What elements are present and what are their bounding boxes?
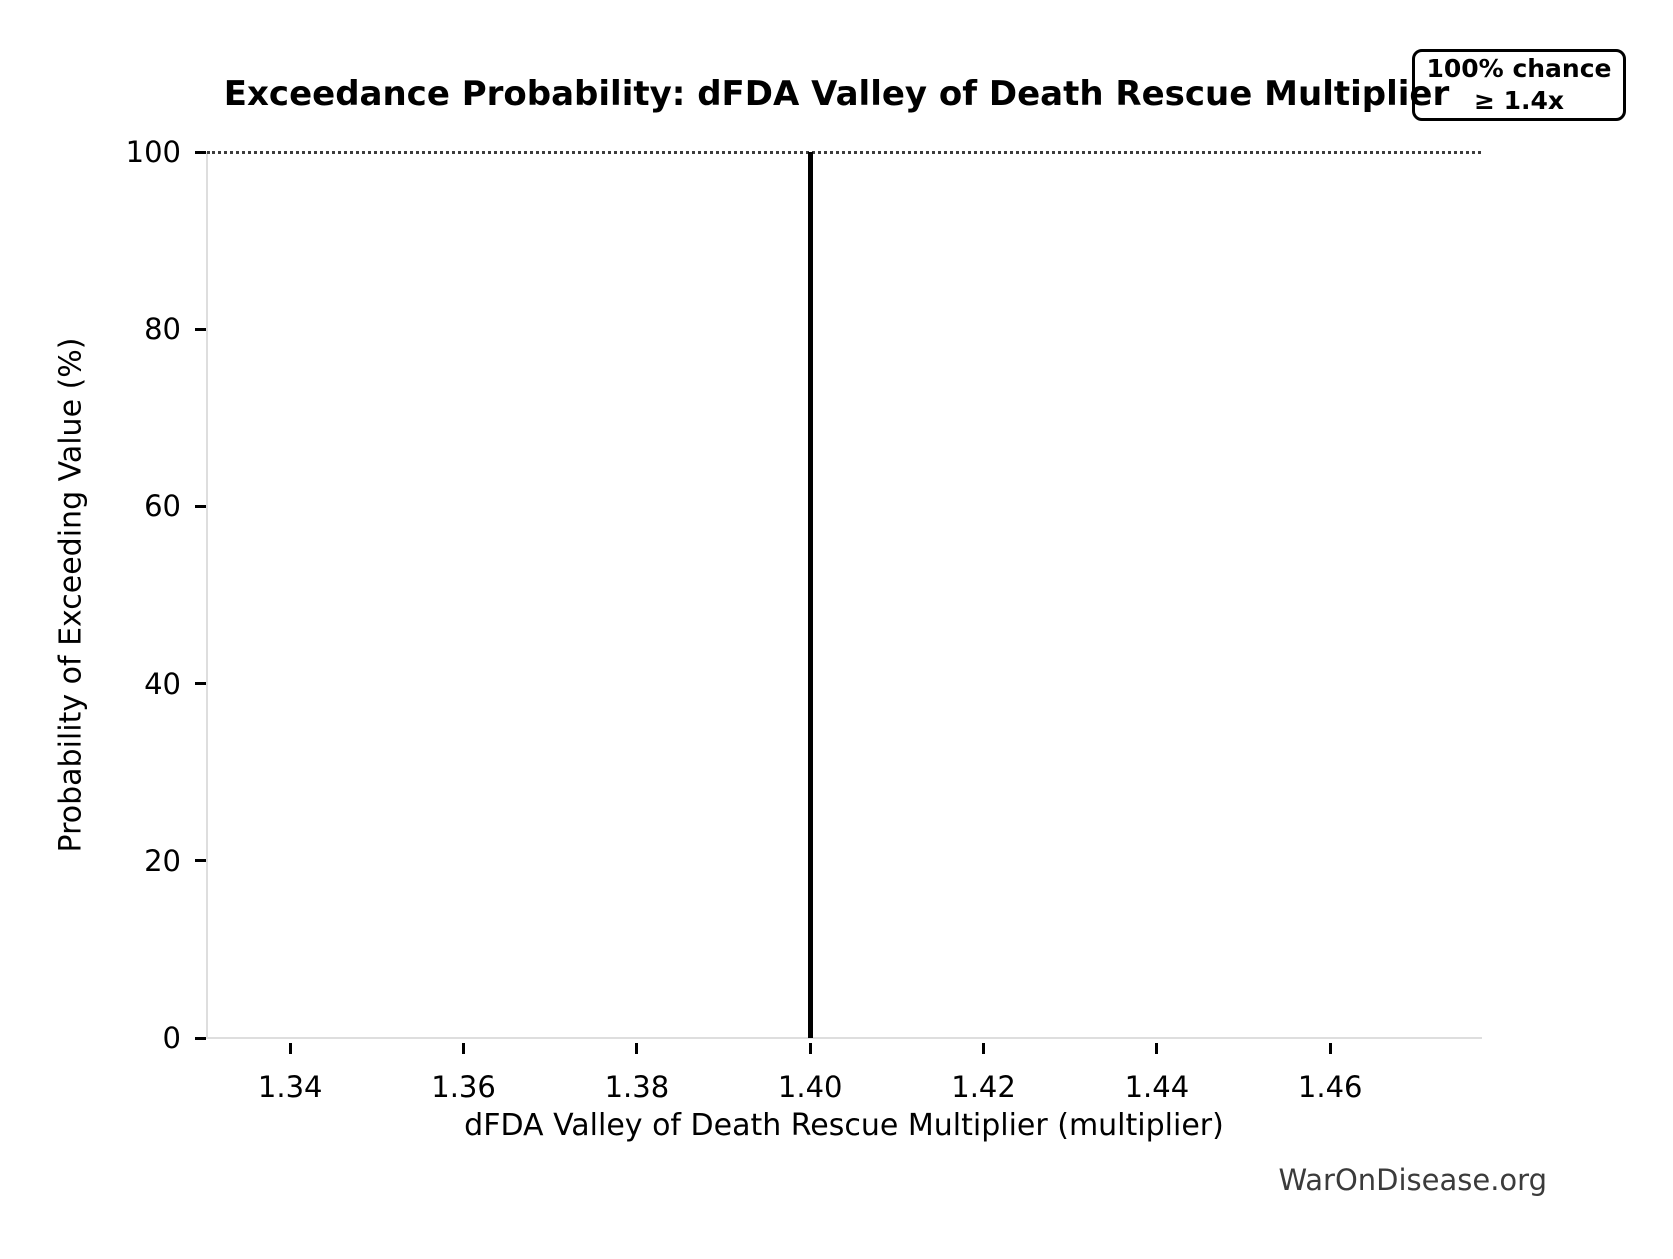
gridline-100pct (207, 150, 1481, 154)
y-tick-label: 60 (144, 489, 181, 524)
x-tick-label: 1.46 (1297, 1070, 1363, 1104)
y-tick-mark (195, 1036, 206, 1040)
annotation-box: 100% chance ≥ 1.4x (1412, 49, 1626, 121)
y-tick-label: 100 (125, 135, 181, 169)
y-tick-label: 40 (144, 666, 181, 701)
chart-title: Exceedance Probability: dFDA Valley of D… (223, 74, 1450, 114)
x-tick-label: 1.36 (431, 1070, 496, 1104)
y-tick-label: 20 (144, 843, 181, 878)
y-tick-mark (195, 504, 206, 508)
x-tick-mark (635, 1043, 639, 1054)
x-tick-mark (808, 1043, 812, 1054)
y-tick-label: 0 (162, 1021, 181, 1055)
x-tick-mark (1328, 1043, 1332, 1054)
y-tick-mark (195, 859, 206, 863)
x-tick-label: 1.38 (604, 1070, 670, 1104)
x-tick-mark (288, 1043, 292, 1054)
x-tick-mark (462, 1043, 466, 1054)
y-tick-mark (195, 682, 206, 686)
x-axis-label: dFDA Valley of Death Rescue Multiplier (… (464, 1108, 1224, 1143)
y-axis-spine (206, 152, 208, 1039)
watermark: WarOnDisease.org (1278, 1163, 1547, 1197)
x-tick-label: 1.42 (951, 1070, 1016, 1104)
x-tick-label: 1.34 (257, 1070, 323, 1104)
y-tick-label: 80 (144, 312, 181, 347)
annotation-line-2: ≥ 1.4x (1473, 86, 1565, 115)
y-tick-mark (195, 150, 206, 154)
exceedance-curve-vline (807, 152, 813, 1038)
x-tick-mark (1155, 1043, 1159, 1054)
annotation-line-1: 100% chance (1426, 54, 1612, 83)
plot-area: 1.34 1.36 1.38 1.40 1.42 1.44 1.46 0 20 40 60 80 100 (126, 135, 1481, 1104)
x-tick-label: 1.44 (1124, 1070, 1190, 1104)
y-axis-label: Probability of Exceeding Value (%) (53, 337, 89, 853)
x-tick-mark (982, 1043, 986, 1054)
y-tick-mark (195, 327, 206, 331)
x-tick-label: 1.40 (777, 1070, 843, 1104)
x-axis-spine (206, 1037, 1482, 1039)
